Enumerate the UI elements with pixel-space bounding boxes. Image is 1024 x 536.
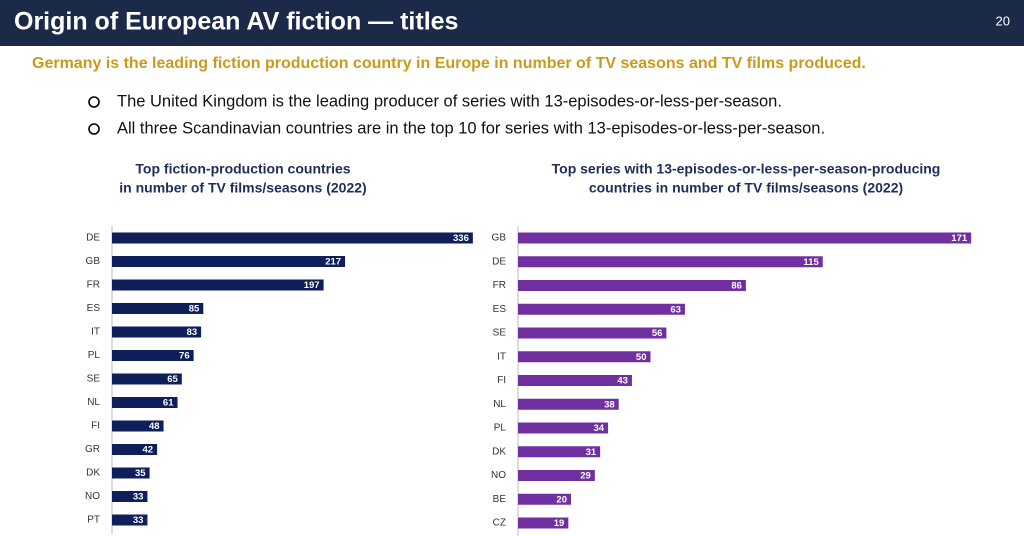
value-label: 33 (133, 492, 144, 503)
bar (112, 514, 148, 526)
bar (112, 256, 346, 267)
bar (518, 470, 595, 481)
chart-title: countries in number of TV films/seasons … (589, 180, 903, 196)
chart-title: in number of TV films/seasons (2022) (119, 180, 366, 196)
value-label: 56 (652, 328, 663, 339)
bar (518, 327, 667, 339)
bar (518, 493, 571, 505)
category-label: PL (494, 423, 507, 434)
bullet: All three Scandinavian countries are in … (117, 119, 825, 137)
value-label: 48 (149, 421, 160, 432)
value-label: 35 (135, 468, 146, 479)
value-label: 29 (580, 471, 591, 482)
category-label: SE (493, 328, 507, 339)
bar (112, 444, 158, 455)
value-label: 76 (179, 351, 190, 362)
category-label: IT (497, 351, 506, 362)
header-bar (0, 0, 1024, 46)
slide-title: Origin of European AV fiction — titles (14, 8, 458, 36)
category-label: FR (87, 280, 100, 291)
chart-title: Top series with 13-episodes-or-less-per-… (552, 161, 941, 177)
page-number: 20 (996, 13, 1010, 28)
category-label: NL (87, 397, 100, 408)
value-label: 115 (803, 257, 819, 268)
value-label: 34 (594, 423, 605, 434)
category-label: FR (493, 280, 506, 291)
subtitle: Germany is the leading fiction productio… (32, 55, 866, 72)
category-label: PT (87, 515, 100, 526)
value-label: 31 (586, 447, 597, 458)
category-label: GB (492, 233, 507, 244)
bar (112, 350, 194, 361)
bar (518, 351, 651, 363)
value-label: 50 (636, 352, 647, 363)
value-label: 42 (143, 445, 154, 456)
bar (518, 446, 601, 458)
bar (112, 373, 182, 385)
value-label: 85 (189, 304, 200, 315)
bar (112, 397, 178, 408)
bar (112, 491, 148, 502)
category-label: FI (91, 421, 100, 432)
value-label: 33 (133, 515, 144, 526)
category-label: GR (85, 444, 100, 455)
value-label: 43 (617, 376, 628, 387)
category-label: CZ (493, 518, 506, 529)
category-label: GB (86, 256, 101, 267)
value-label: 38 (604, 399, 615, 410)
bar (518, 303, 685, 315)
value-label: 86 (731, 281, 742, 292)
bar (112, 232, 473, 244)
bar (112, 420, 164, 432)
value-label: 217 (325, 257, 341, 268)
value-label: 20 (556, 494, 567, 505)
value-label: 19 (554, 518, 565, 529)
chart-title: Top fiction-production countries (135, 161, 350, 177)
value-label: 336 (453, 233, 469, 244)
value-label: 61 (163, 398, 174, 409)
value-label: 83 (187, 327, 198, 338)
bar (518, 375, 632, 386)
bar (518, 422, 609, 434)
category-label: DK (86, 468, 100, 479)
bar (518, 256, 823, 268)
bar (112, 279, 324, 291)
bar (518, 517, 569, 529)
category-label: IT (91, 327, 100, 338)
value-label: 171 (951, 233, 968, 244)
category-label: NL (493, 399, 506, 410)
category-label: DE (86, 233, 100, 244)
bar (112, 467, 150, 479)
category-label: ES (493, 304, 507, 315)
bar (112, 303, 204, 314)
bullet-marker (88, 123, 100, 135)
value-label: 63 (670, 304, 681, 315)
bar (518, 232, 972, 244)
bar (518, 398, 619, 410)
bullet: The United Kingdom is the leading produc… (117, 92, 782, 110)
bar (518, 280, 746, 291)
category-label: SE (87, 374, 101, 385)
category-label: NO (491, 470, 506, 481)
value-label: 65 (167, 374, 178, 385)
category-label: ES (87, 303, 101, 314)
category-label: BE (493, 494, 507, 505)
value-label: 197 (304, 280, 320, 291)
category-label: NO (85, 491, 100, 502)
category-label: DK (492, 446, 506, 457)
bar (112, 326, 202, 338)
category-label: FI (497, 375, 506, 386)
category-label: DE (492, 256, 506, 267)
bullet-marker (88, 96, 100, 108)
category-label: PL (88, 350, 101, 361)
